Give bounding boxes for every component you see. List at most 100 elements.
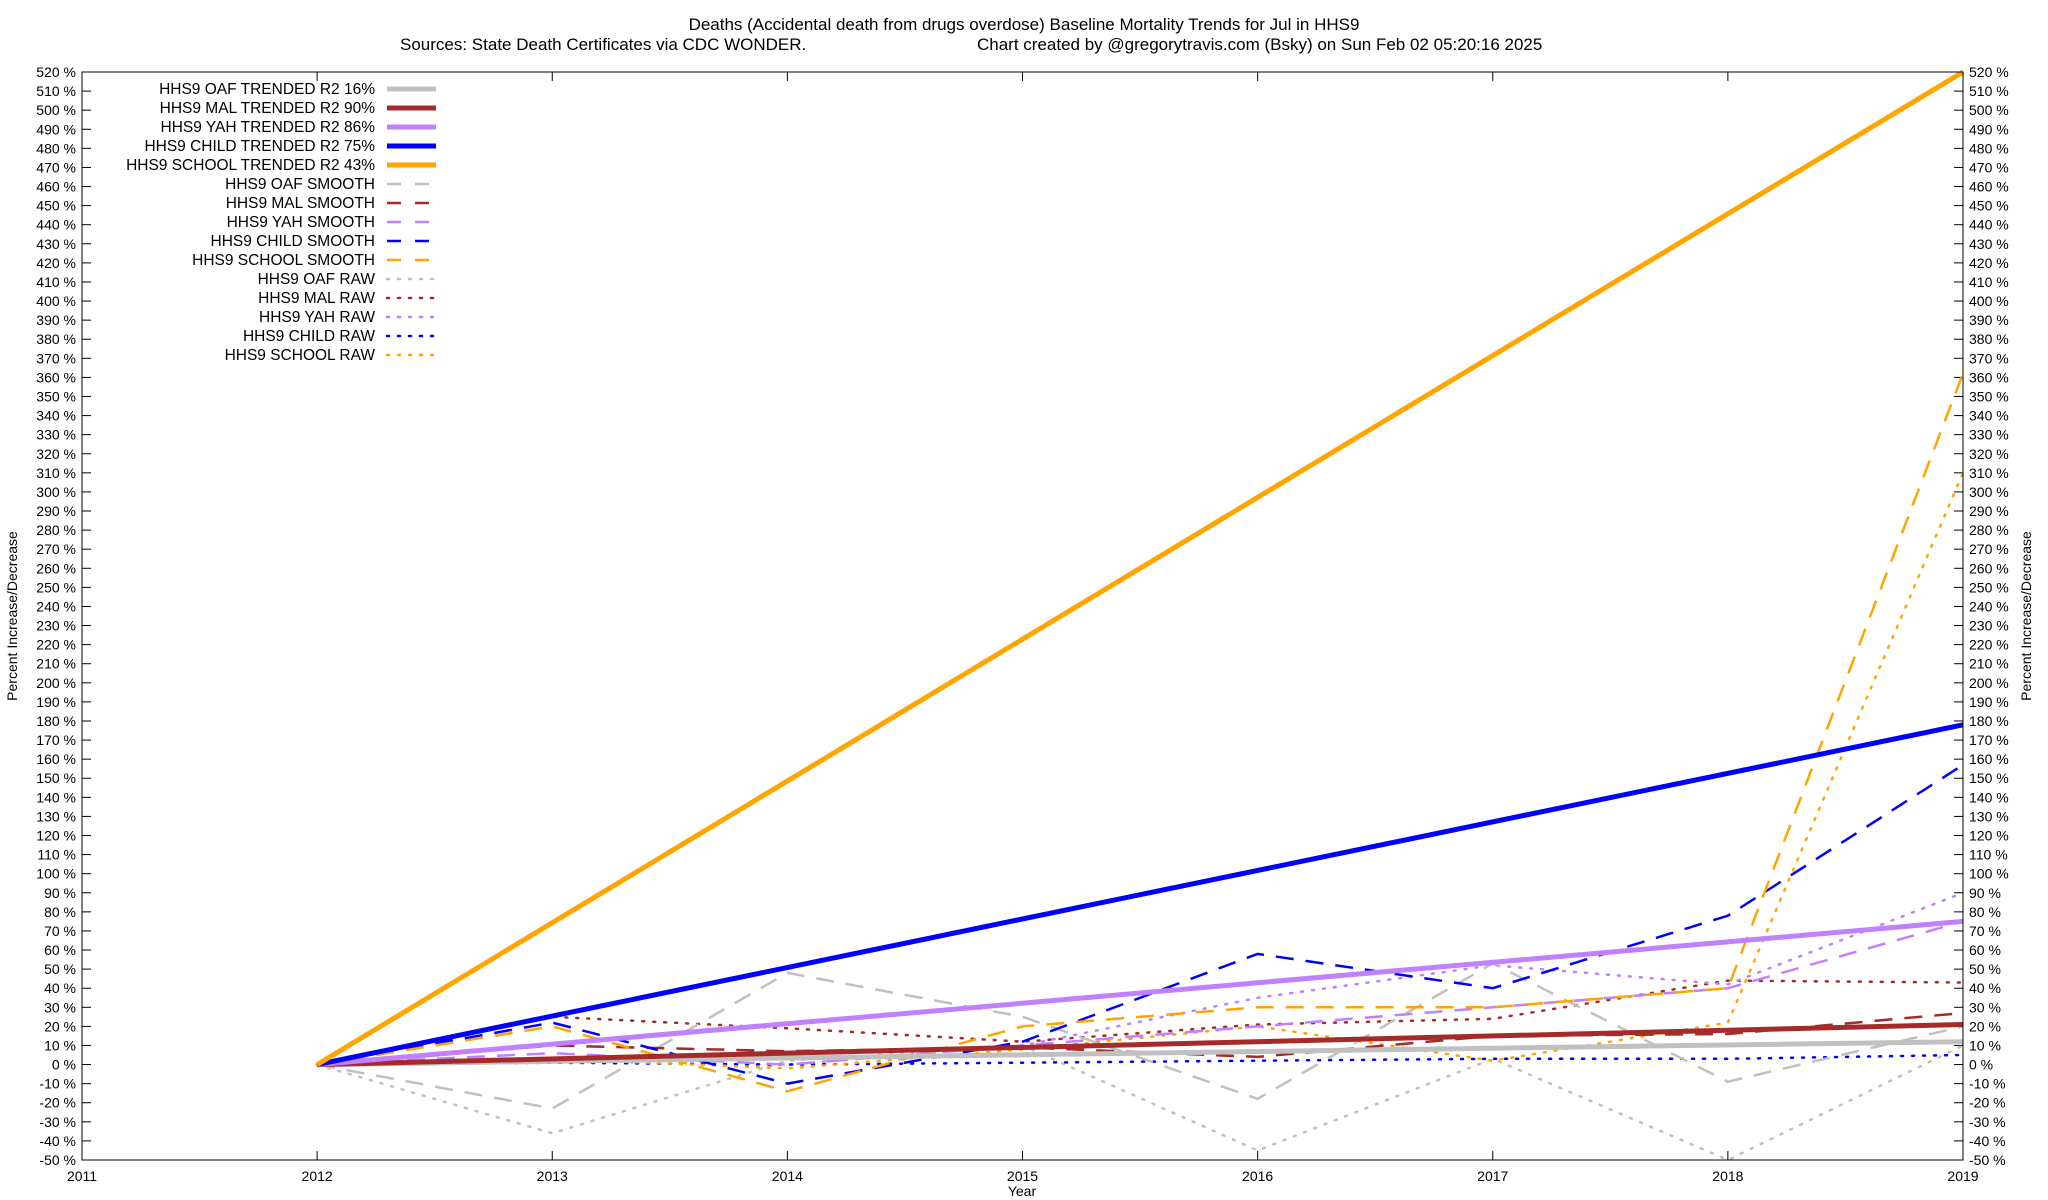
x-tick-label: 2018 — [1712, 1168, 1743, 1184]
plot-series — [315, 69, 1965, 1162]
y-tick-label-right: 160 % — [1969, 751, 2009, 767]
y-tick-label-left: 0 % — [52, 1057, 76, 1073]
x-tick-label: 2017 — [1477, 1168, 1508, 1184]
legend-label-14: HHS9 SCHOOL RAW — [225, 347, 376, 364]
y-tick-label-left: -40 % — [39, 1133, 76, 1149]
y-tick-label-left: 180 % — [36, 713, 76, 729]
series-line-1 — [317, 1022, 1964, 1068]
y-tick-label-left: 440 % — [36, 217, 76, 233]
y-tick-label-left: 150 % — [36, 770, 76, 786]
y-tick-label-right: 30 % — [1969, 999, 2001, 1015]
y-tick-label-left: -20 % — [39, 1095, 76, 1111]
y-tick-label-left: 290 % — [36, 503, 76, 519]
y-tick-label-right: 330 % — [1969, 427, 2009, 443]
y-tick-label-left: 520 % — [36, 64, 76, 80]
y-tick-label-left: 90 % — [44, 885, 76, 901]
y-tick-label-right: 320 % — [1969, 446, 2009, 462]
y-tick-label-left: 120 % — [36, 828, 76, 844]
series-line-2 — [316, 918, 1964, 1068]
y-tick-label-left: 60 % — [44, 942, 76, 958]
y-tick-label-left: 470 % — [36, 159, 76, 175]
y-tick-label-right: 520 % — [1969, 64, 2009, 80]
y-tick-label-right: 310 % — [1969, 465, 2009, 481]
y-tick-label-right: 40 % — [1969, 980, 2001, 996]
legend-label-4: HHS9 SCHOOL TRENDED R2 43% — [126, 157, 375, 174]
y-tick-label-right: 430 % — [1969, 236, 2009, 252]
y-tick-label-right: 50 % — [1969, 961, 2001, 977]
y-tick-label-left: 450 % — [36, 198, 76, 214]
y-tick-label-right: 510 % — [1969, 83, 2009, 99]
y-tick-label-left: 230 % — [36, 618, 76, 634]
y-tick-label-left: 220 % — [36, 637, 76, 653]
series-line-0 — [317, 1039, 1964, 1068]
y-tick-label-left: 160 % — [36, 751, 76, 767]
y-tick-label-left: 370 % — [36, 350, 76, 366]
x-tick-label: 2016 — [1242, 1168, 1273, 1184]
y-tick-label-right: 0 % — [1969, 1057, 1993, 1073]
chart-subtitle-left: Sources: State Death Certificates via CD… — [400, 35, 806, 54]
y-tick-label-left: 190 % — [36, 694, 76, 710]
y-tick-label-right: 10 % — [1969, 1037, 2001, 1053]
y-tick-label-right: 300 % — [1969, 484, 2009, 500]
y-tick-label-right: 390 % — [1969, 312, 2009, 328]
chart-subtitle-right: Chart created by @gregorytravis.com (Bsk… — [977, 35, 1542, 54]
chart-title: Deaths (Accidental death from drugs over… — [689, 15, 1360, 34]
y-tick-label-left: 200 % — [36, 675, 76, 691]
y-tick-label-right: 240 % — [1969, 598, 2009, 614]
y-tick-label-left: 380 % — [36, 331, 76, 347]
y-tick-label-right: 400 % — [1969, 293, 2009, 309]
y-tick-label-right: 210 % — [1969, 656, 2009, 672]
series-line-14 — [315, 471, 1965, 1070]
y-tick-label-right: 250 % — [1969, 579, 2009, 595]
legend-label-7: HHS9 YAH SMOOTH — [227, 214, 375, 231]
y-tick-label-right: -20 % — [1969, 1095, 2006, 1111]
y-tick-label-right: 380 % — [1969, 331, 2009, 347]
y-tick-label-left: 40 % — [44, 980, 76, 996]
y-tick-label-left: 270 % — [36, 541, 76, 557]
y-tick-label-right: 370 % — [1969, 350, 2009, 366]
y-tick-label-left: 410 % — [36, 274, 76, 290]
y-tick-label-right: 100 % — [1969, 866, 2009, 882]
y-tick-label-left: 80 % — [44, 904, 76, 920]
y-tick-label-right: 290 % — [1969, 503, 2009, 519]
y-tick-label-right: 180 % — [1969, 713, 2009, 729]
y-tick-label-left: 130 % — [36, 808, 76, 824]
y-tick-label-left: 70 % — [44, 923, 76, 939]
y-tick-label-right: 360 % — [1969, 369, 2009, 385]
legend-label-12: HHS9 YAH RAW — [259, 309, 375, 326]
y-tick-label-left: 140 % — [36, 789, 76, 805]
y-tick-label-left: 500 % — [36, 102, 76, 118]
y-tick-label-right: -10 % — [1969, 1076, 2006, 1092]
y-tick-label-right: 120 % — [1969, 828, 2009, 844]
series-line-9 — [316, 373, 1965, 1093]
y-tick-label-right: 460 % — [1969, 179, 2009, 195]
legend: HHS9 OAF TRENDED R2 16% HHS9 MAL TRENDED … — [126, 81, 438, 364]
y-tick-label-left: 110 % — [37, 847, 76, 863]
legend-label-0: HHS9 OAF TRENDED R2 16% — [159, 81, 375, 98]
y-tick-label-right: 130 % — [1969, 808, 2009, 824]
y-tick-label-right: 350 % — [1969, 388, 2009, 404]
y-tick-label-right: 340 % — [1969, 408, 2009, 424]
legend-label-9: HHS9 SCHOOL SMOOTH — [192, 252, 375, 269]
y-tick-label-right: 110 % — [1969, 847, 2008, 863]
y-tick-label-right: 480 % — [1969, 140, 2009, 156]
y-tick-label-right: 220 % — [1969, 637, 2009, 653]
y-tick-label-left: 300 % — [36, 484, 76, 500]
legend-label-2: HHS9 YAH TRENDED R2 86% — [161, 119, 376, 136]
y-tick-label-right: 190 % — [1969, 694, 2009, 710]
x-tick-label: 2014 — [772, 1168, 803, 1184]
x-tick-label: 2015 — [1007, 1168, 1038, 1184]
series-line-5 — [316, 962, 1964, 1110]
y-tick-label-right: 20 % — [1969, 1018, 2001, 1034]
y-tick-label-right: 80 % — [1969, 904, 2001, 920]
y-tick-label-right: 140 % — [1969, 789, 2009, 805]
legend-label-1: HHS9 MAL TRENDED R2 90% — [160, 100, 376, 117]
y-tick-label-right: 90 % — [1969, 885, 2001, 901]
y-tick-label-right: 500 % — [1969, 102, 2009, 118]
y-tick-label-right: 70 % — [1969, 923, 2001, 939]
y-tick-label-left: 400 % — [36, 293, 76, 309]
y-tick-label-left: 390 % — [36, 312, 76, 328]
y-tick-label-left: 360 % — [36, 369, 76, 385]
y-tick-label-left: 430 % — [36, 236, 76, 252]
